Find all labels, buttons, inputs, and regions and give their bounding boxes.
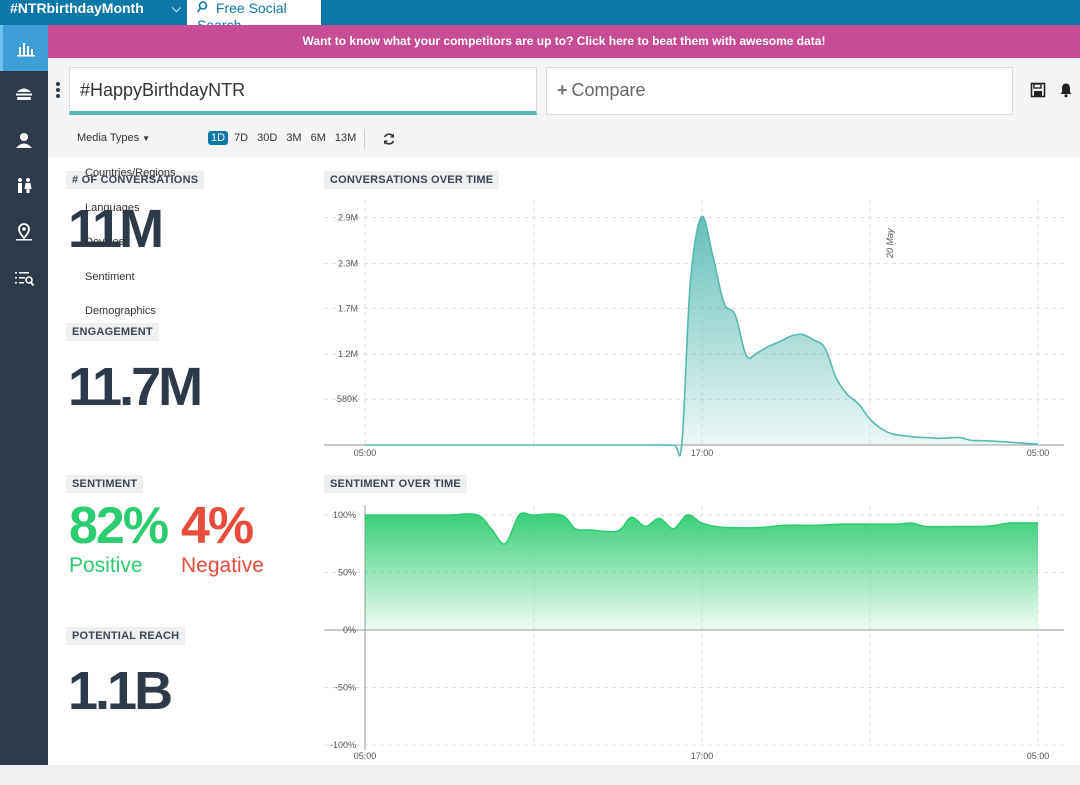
sidebar-item-locations[interactable]	[0, 209, 48, 255]
bell-icon[interactable]	[1058, 82, 1074, 98]
sidebar-item-demographics[interactable]	[0, 163, 48, 209]
sidebar-item-topics[interactable]	[0, 71, 48, 117]
burger-icon	[16, 88, 32, 100]
sentiment-chart-title: SENTIMENT OVER TIME	[324, 475, 467, 493]
sidebar-item-analytics[interactable]	[0, 25, 48, 71]
range-7d[interactable]: 7D	[234, 132, 249, 144]
negative-percent: 4%	[181, 497, 254, 555]
divider	[364, 129, 365, 149]
positive-percent: 82%	[69, 497, 169, 555]
tab-title: #NTRbirthdayMonth	[10, 0, 144, 16]
menu-item-languages[interactable]: Languages	[85, 201, 140, 214]
compare-label: Compare	[571, 80, 646, 100]
list-search-icon	[15, 272, 35, 287]
menu-item-demographics[interactable]: Demographics	[85, 305, 156, 317]
filter-bar: Media Types ▼ 1D 7D 30D 3M 6M 13M	[48, 124, 1080, 154]
menu-item-devices[interactable]: Devices	[85, 236, 125, 248]
engagement-label: ENGAGEMENT	[66, 323, 159, 341]
save-icon[interactable]	[1030, 82, 1046, 98]
people-icon	[18, 178, 32, 193]
bar-chart-icon	[16, 43, 35, 57]
menu-item-countries-regions[interactable]: Countries/Regions	[85, 167, 176, 179]
reach-label: POTENTIAL REACH	[66, 627, 186, 645]
query-input[interactable]: #HappyBirthdayNTR	[69, 67, 537, 115]
sidebar-item-influencers[interactable]	[0, 117, 48, 163]
range-13m[interactable]: 13M	[334, 132, 357, 144]
top-bar: #NTRbirthdayMonth ⌵ Free Social Search	[0, 0, 1080, 33]
media-types-label: Media Types	[77, 132, 140, 144]
reach-value: 1.1B	[68, 661, 173, 721]
plus-icon: +	[557, 80, 568, 100]
range-1d[interactable]: 1D	[208, 131, 229, 145]
media-types-dropdown[interactable]: Media Types ▼	[77, 132, 150, 144]
sidebar-item-search-list[interactable]	[0, 255, 48, 301]
engagement-value: 11.7M	[68, 357, 203, 417]
refresh-icon[interactable]	[382, 132, 396, 146]
sentiment-label: SENTIMENT	[66, 475, 144, 493]
footer-strip	[0, 765, 1080, 785]
tab-ntrbirthdaymonth[interactable]: #NTRbirthdayMonth ⌵	[0, 0, 187, 25]
kebab-menu-icon[interactable]	[56, 80, 64, 100]
user-icon	[16, 133, 32, 148]
promo-banner[interactable]: Want to know what your competitors are u…	[48, 25, 1080, 58]
caret-down-icon: ▼	[142, 134, 151, 143]
conversations-label: # OF CONVERSATIONS	[66, 171, 205, 189]
conversations-value: 11M	[68, 199, 164, 259]
tab-free-social-search[interactable]: Free Social Search	[187, 0, 321, 33]
range-30d[interactable]: 30D	[257, 132, 278, 144]
media-types-menu: Countries/Regions Languages Devices Sentime…	[85, 160, 176, 333]
negative-label: Negative	[181, 554, 264, 577]
search-icon	[197, 0, 208, 17]
location-pin-icon	[16, 223, 32, 241]
range-3m[interactable]: 3M	[286, 132, 302, 144]
time-range-selector: 1D 7D 30D 3M 6M 13M	[208, 131, 359, 145]
dashboard-content	[48, 157, 1080, 765]
positive-label: Positive	[69, 554, 143, 577]
compare-input[interactable]: + Compare	[546, 67, 1013, 115]
chevron-down-icon[interactable]: ⌵	[171, 1, 181, 15]
sidebar	[0, 25, 48, 765]
conversations-chart-title: CONVERSATIONS OVER TIME	[324, 171, 500, 189]
range-6m[interactable]: 6M	[310, 132, 326, 144]
menu-item-sentiment[interactable]: Sentiment	[85, 270, 135, 283]
